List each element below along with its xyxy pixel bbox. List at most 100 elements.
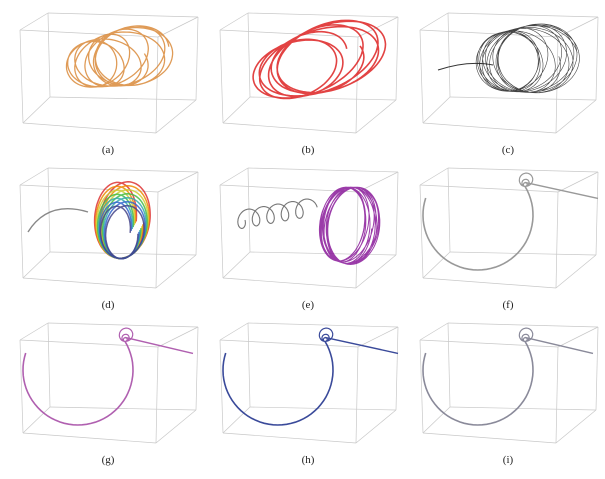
- box-edge: [423, 97, 450, 123]
- box-edge: [596, 172, 598, 255]
- box-edge: [223, 278, 356, 288]
- trajectory: [223, 341, 333, 425]
- trajectory: [253, 20, 385, 98]
- box-edge: [156, 347, 158, 443]
- box-edge: [50, 97, 196, 100]
- box-edge: [420, 13, 448, 30]
- box-edge: [20, 340, 158, 347]
- box-edge: [420, 30, 558, 37]
- trajectory: [28, 209, 88, 232]
- box-edge: [48, 168, 198, 172]
- box-edge: [596, 17, 598, 100]
- box-edge: [20, 168, 48, 185]
- panel: (d): [20, 168, 198, 311]
- panel-label: (i): [503, 454, 514, 466]
- box-edge: [250, 252, 396, 255]
- box-edge: [48, 323, 50, 407]
- box-edge: [420, 185, 423, 278]
- box-edge: [223, 433, 356, 443]
- trajectory: [319, 187, 379, 264]
- trajectory: [238, 199, 317, 228]
- box-edge: [448, 323, 598, 327]
- panel: (e): [220, 168, 398, 311]
- trajectory: [423, 186, 533, 270]
- box-edge: [23, 407, 50, 433]
- box-edge: [220, 30, 223, 123]
- box-edge: [448, 168, 450, 252]
- box-edge: [223, 252, 250, 278]
- box-edge: [20, 185, 23, 278]
- panel-label: (f): [503, 299, 514, 311]
- box-edge: [420, 168, 448, 185]
- box-edge: [448, 323, 450, 407]
- box-edge: [558, 327, 598, 347]
- box-edge: [20, 323, 48, 340]
- box-edge: [556, 192, 558, 288]
- trajectory-tail: [125, 337, 193, 353]
- box-edge: [158, 327, 198, 347]
- box-edge: [156, 410, 196, 443]
- box-edge: [220, 13, 248, 30]
- box-edge: [423, 433, 556, 443]
- box-edge: [558, 17, 598, 37]
- box-edge: [420, 340, 423, 433]
- box-edge: [48, 168, 50, 252]
- box-edge: [556, 255, 596, 288]
- box-edge: [250, 97, 396, 100]
- box-edge: [156, 37, 158, 133]
- box-edge: [20, 13, 48, 30]
- box-edge: [220, 168, 248, 185]
- box-edge: [20, 30, 23, 123]
- trajectory: [23, 341, 133, 425]
- box-edge: [420, 323, 448, 340]
- box-edge: [250, 407, 396, 410]
- box-edge: [556, 410, 596, 443]
- box-edge: [356, 100, 396, 133]
- box-edge: [220, 340, 223, 433]
- box-edge: [558, 172, 598, 192]
- panel: (a): [20, 13, 198, 156]
- box-edge: [448, 13, 450, 97]
- box-edge: [220, 185, 223, 278]
- box-edge: [156, 192, 158, 288]
- box-edge: [356, 192, 358, 288]
- box-edge: [50, 407, 196, 410]
- box-edge: [556, 347, 558, 443]
- box-edge: [423, 123, 556, 133]
- box-edge: [450, 97, 596, 100]
- box-edge: [48, 13, 198, 17]
- box-edge: [196, 327, 198, 410]
- box-edge: [248, 13, 250, 97]
- panel-label: (d): [102, 299, 115, 311]
- box-edge: [450, 252, 596, 255]
- trajectory: [423, 341, 533, 425]
- panel-label: (b): [302, 144, 315, 156]
- box-edge: [23, 123, 156, 133]
- box-edge: [248, 168, 250, 252]
- box-edge: [556, 100, 596, 133]
- box-edge: [358, 17, 398, 37]
- box-edge: [156, 255, 196, 288]
- box-edge: [448, 13, 598, 17]
- box-edge: [356, 410, 396, 443]
- box-edge: [356, 37, 358, 133]
- box-edge: [48, 13, 50, 97]
- box-edge: [23, 252, 50, 278]
- box-edge: [423, 407, 450, 433]
- box-edge: [50, 252, 196, 255]
- box-edge: [248, 323, 398, 327]
- panel: (h): [220, 323, 398, 466]
- panel: (g): [20, 323, 198, 466]
- box-edge: [420, 30, 423, 123]
- panel: (b): [220, 13, 398, 156]
- box-edge: [220, 340, 358, 347]
- box-edge: [248, 168, 398, 172]
- panel-label: (e): [302, 299, 315, 311]
- box-edge: [596, 327, 598, 410]
- box-edge: [448, 168, 598, 172]
- box-edge: [20, 340, 23, 433]
- box-edge: [156, 100, 196, 133]
- figure: (a)(b)(c)(d)(e)(f)(g)(h)(i): [0, 0, 605, 474]
- box-edge: [158, 17, 198, 37]
- box-edge: [423, 252, 450, 278]
